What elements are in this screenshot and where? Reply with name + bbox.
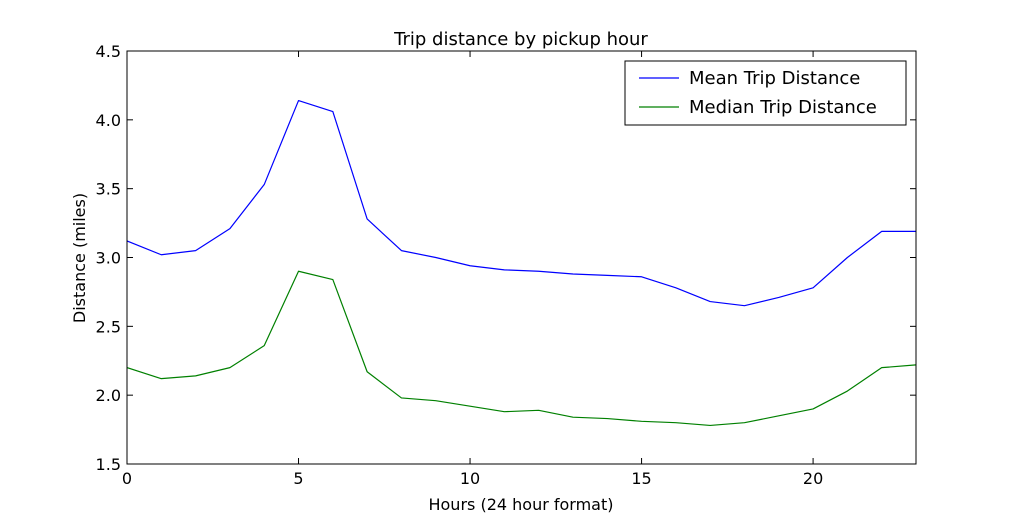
y-tick-label: 3.0 — [96, 249, 121, 268]
legend-box — [624, 60, 907, 126]
x-tick-label: 15 — [631, 469, 651, 488]
series-line-2 — [126, 270, 917, 427]
x-tick-label: 20 — [803, 469, 823, 488]
y-tick-label: 2.0 — [96, 386, 121, 405]
x-tick-label: 10 — [460, 469, 480, 488]
x-tick-label: 0 — [122, 469, 132, 488]
y-tick-label: 4.0 — [96, 111, 121, 130]
x-tick-label: 5 — [293, 469, 303, 488]
chart-title: Trip distance by pickup hour — [393, 29, 648, 50]
y-axis-label: Distance (miles) — [70, 193, 89, 323]
y-tick-label: 3.5 — [96, 180, 121, 199]
x-axis-label: Hours (24 hour format) — [428, 495, 613, 514]
y-tick-label: 2.5 — [96, 317, 121, 336]
legend-label-1: Mean Trip Distance — [689, 68, 860, 89]
series-line-1 — [126, 99, 916, 307]
y-tick-label: 4.5 — [96, 42, 121, 61]
y-tick-label: 1.5 — [96, 455, 121, 474]
legend-label-2: Median Trip Distance — [689, 97, 877, 118]
